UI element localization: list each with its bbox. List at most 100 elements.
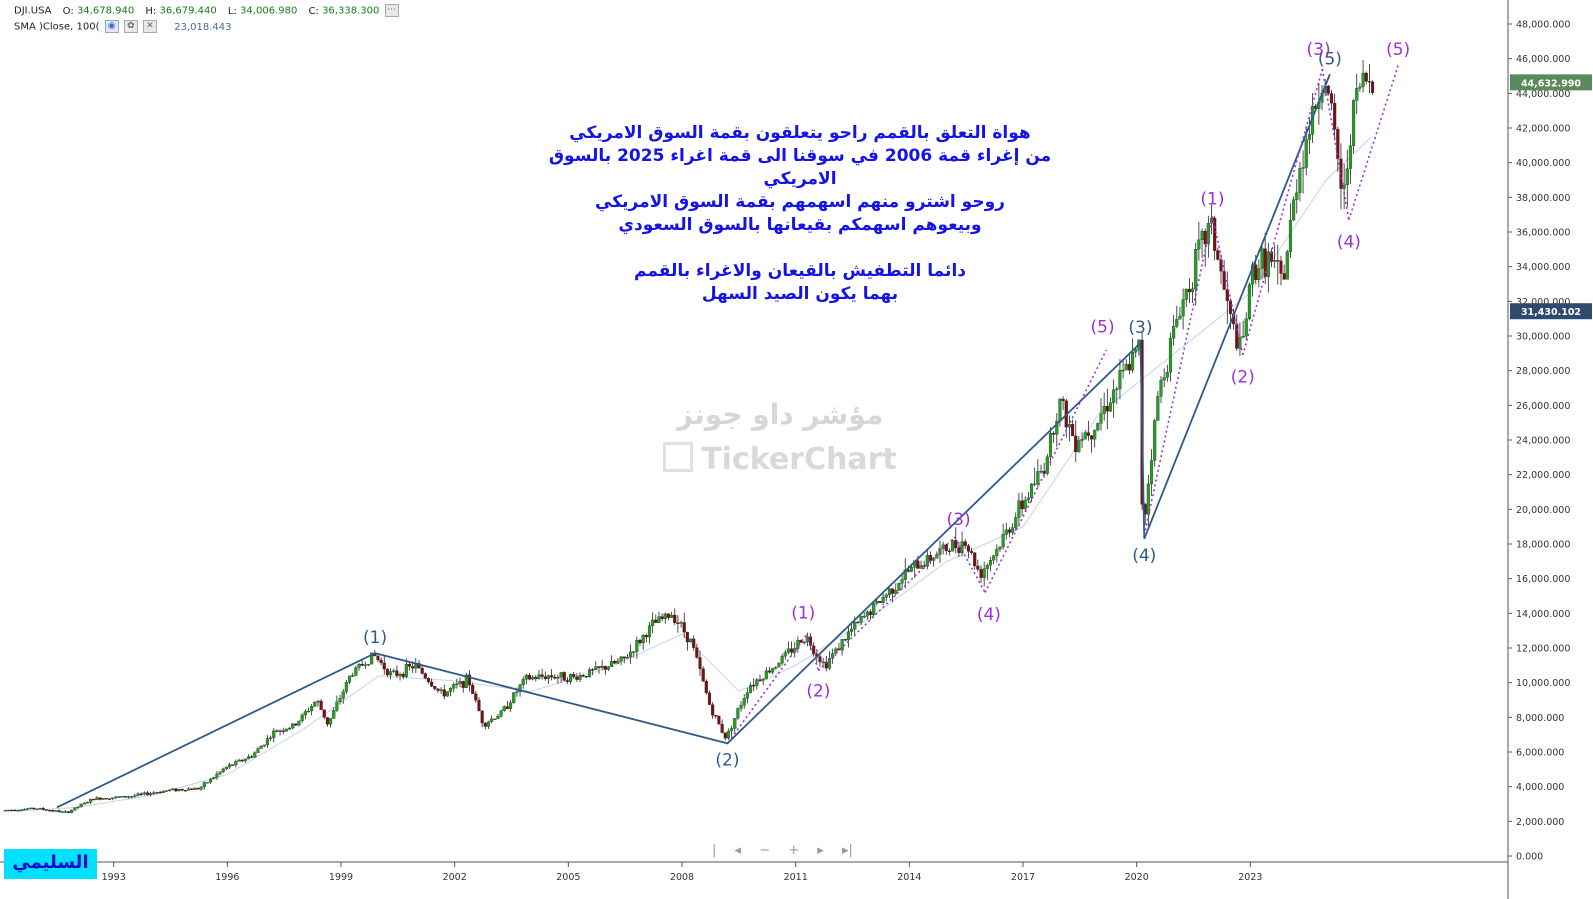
candle-body [821,661,825,664]
candle-body [556,676,560,679]
candle-body [966,545,970,552]
close-label: C: [308,5,319,17]
candle-body [168,789,172,791]
candle-body [777,663,781,668]
candle-body [297,720,301,726]
y-tick-label: 18,000.000 [1516,540,1570,551]
candle-body [594,666,598,670]
candle-body [1121,369,1125,372]
y-tick-label: 34,000.000 [1516,262,1570,273]
wave-minor-label: (4) [977,605,1001,625]
zoom-in-icon[interactable]: + [788,843,800,858]
candle-body [1036,471,1040,485]
candle-body [1251,264,1255,285]
candle-body [875,600,879,604]
candle-body [335,701,339,711]
candle-body [407,663,412,667]
candle-body [1197,239,1201,250]
candle-body [742,698,746,706]
candle-body [673,614,677,623]
wave-major-path [56,73,1331,809]
y-tick-label: 20,000.000 [1516,505,1570,516]
settings-icon[interactable]: ✿ [123,20,138,33]
candle-body [1039,470,1043,473]
wave-minor-label: (5) [1386,40,1410,60]
nav-end-icon[interactable]: ▸| [841,843,853,858]
x-tick-label: 1996 [215,872,239,883]
y-tick-label: 22,000.000 [1516,470,1570,481]
y-tick-label: 4,000.000 [1516,782,1564,793]
candle-body [237,759,241,762]
candle-body [518,684,522,692]
wave-minor-label: (2) [1231,368,1255,388]
high-label: H: [145,5,157,17]
candle-body [610,661,614,668]
candle-body [76,806,80,809]
low-label: L: [227,5,237,17]
candle-body [1115,388,1119,391]
candle-body [988,560,993,566]
candle-body [253,752,257,758]
candle-body [963,541,967,546]
note-line: هواة التعلق بالقمم راحو يتعلقون بقمة الس… [569,123,1031,143]
wave-minor-segment [1211,216,1244,356]
candle-body [881,597,885,603]
candle-body [19,809,23,812]
scroll-left-icon[interactable]: ◂ [734,843,742,858]
candle-body [625,656,629,659]
sma-header: SMA )Close, 100( ◉ ✿ ✕ 23,018.443 [14,20,232,33]
candle-body [1191,288,1195,293]
candle-body [1165,372,1169,378]
candle-body [581,675,585,677]
candle-body [1282,273,1286,280]
candle-body [66,811,71,813]
zoom-out-icon[interactable]: − [759,843,771,858]
nav-start-icon[interactable]: | [712,843,717,858]
candle-body [332,710,336,719]
close-icon[interactable]: ✕ [143,20,158,33]
candle-body [38,808,42,810]
candle-body [900,579,904,584]
candle-body [1052,433,1056,435]
y-tick-label: 48,000.000 [1516,20,1570,31]
y-tick-label: 10,000.000 [1516,678,1570,689]
candle-body [1045,456,1049,474]
candle-body [477,699,481,712]
candle-body [1077,440,1081,452]
candle-body [1184,288,1188,300]
y-tick-label: 36,000.000 [1516,228,1570,239]
candle-body [1156,396,1160,421]
candle-body [329,718,333,725]
scroll-right-icon[interactable]: ▸ [817,843,824,858]
candle-body [1181,299,1185,317]
candle-body [1260,248,1264,269]
candle-body [1187,288,1191,293]
eye-icon[interactable]: ◉ [104,20,119,33]
candle-body [521,679,525,685]
candle-body [688,638,693,643]
candle-body [1048,433,1053,457]
candle-body [524,674,528,680]
candle-body [859,616,863,623]
candle-body [1093,429,1097,440]
candle-body [3,809,7,812]
candle-body [1083,432,1087,440]
candle-body [171,788,175,791]
candle-body [682,622,686,633]
low-value: 34,006.980 [240,5,298,17]
y-tick-label: 32,000.000 [1516,297,1570,308]
candle-body [445,691,449,697]
candle-body [73,807,77,811]
candle-body [666,613,670,618]
candle-body [891,588,895,594]
candle-body [755,679,759,686]
candle-body [619,656,623,662]
candle-body [790,648,794,653]
candle-body [613,661,617,664]
collapse-icon[interactable]: ⋯ [384,4,399,17]
wave-minor-segment [1143,216,1214,536]
candle-body [1074,435,1078,452]
x-tick-label: 1993 [102,872,126,883]
y-tick-label: 40,000.000 [1516,158,1570,169]
